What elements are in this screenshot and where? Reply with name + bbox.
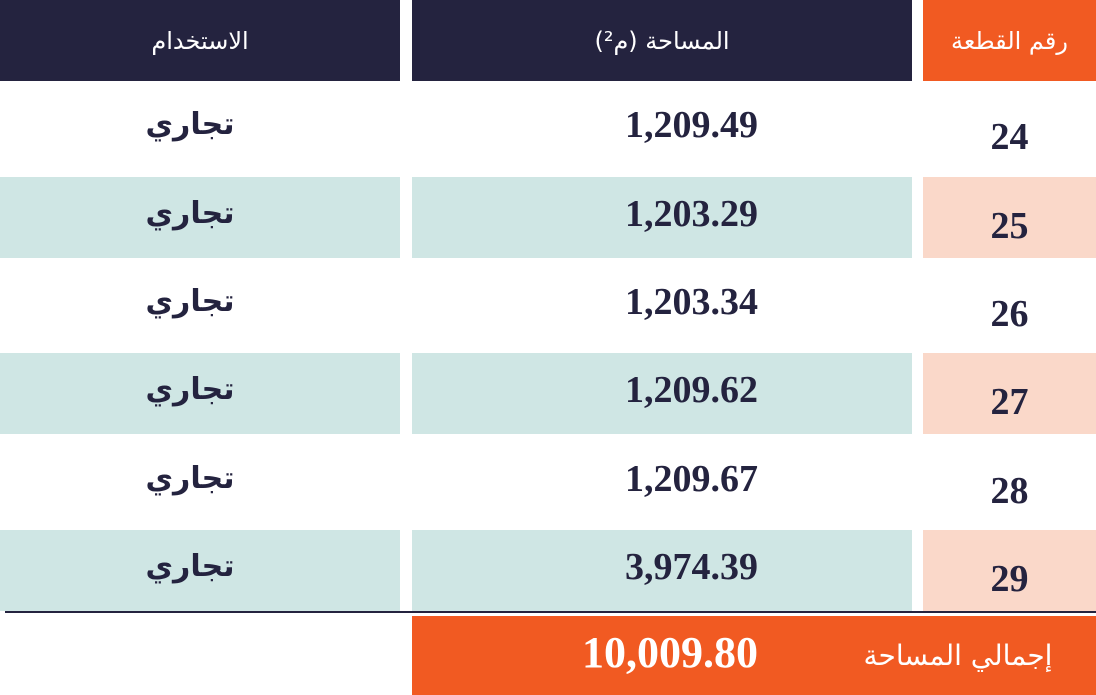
plot-cell-text: 29 <box>990 557 1029 600</box>
use-cell: تجاري <box>0 177 400 258</box>
area-cell-text: 1,209.49 <box>625 103 758 146</box>
area-cell-text: 1,209.67 <box>625 457 758 500</box>
use-cell: تجاري <box>0 265 400 346</box>
use-cell-text: تجاري <box>145 549 235 584</box>
use-cell: تجاري <box>0 88 400 169</box>
plot-cell-text: 25 <box>990 204 1029 247</box>
area-cell-text: 1,203.29 <box>625 192 758 235</box>
area-cell: 1,203.29 <box>412 177 912 258</box>
plot-cell-text: 27 <box>990 380 1029 423</box>
area-cell-text: 1,209.62 <box>625 368 758 411</box>
total-value: 10,009.80 <box>412 616 812 695</box>
plot-cell: 25 <box>923 177 1096 258</box>
area-cell: 1,203.34 <box>412 265 912 346</box>
total-bg <box>412 616 1096 695</box>
use-cell: تجاري <box>0 530 400 611</box>
header-cell-text: رقم القطعة <box>951 26 1068 55</box>
use-cell-text: تجاري <box>145 107 235 142</box>
plot-cell: 24 <box>923 88 1096 169</box>
area-cell: 1,209.49 <box>412 88 912 169</box>
plot-cell: 26 <box>923 265 1096 346</box>
header-cell-text: الاستخدام <box>151 26 249 55</box>
use-cell: تجاري <box>0 353 400 434</box>
area-cell: 3,974.39 <box>412 530 912 611</box>
divider <box>5 611 1096 613</box>
header-cell: رقم القطعة <box>923 0 1096 81</box>
use-cell-text: تجاري <box>145 461 235 496</box>
plot-cell-text: 26 <box>990 292 1029 335</box>
use-cell-text: تجاري <box>145 284 235 319</box>
total-label: إجمالي المساحة <box>820 616 1096 695</box>
header-cell: الاستخدام <box>0 0 400 81</box>
header-cell-text: المساحة (م²) <box>594 26 730 55</box>
total-label-text: إجمالي المساحة <box>863 639 1053 672</box>
plot-cell: 27 <box>923 353 1096 434</box>
header-cell: المساحة (م²) <box>412 0 912 81</box>
area-cell-text: 1,203.34 <box>625 280 758 323</box>
area-cell-text: 3,974.39 <box>625 545 758 588</box>
use-cell: تجاري <box>0 442 400 523</box>
area-cell: 1,209.62 <box>412 353 912 434</box>
area-cell: 1,209.67 <box>412 442 912 523</box>
plot-cell-text: 28 <box>990 469 1029 512</box>
use-cell-text: تجاري <box>145 372 235 407</box>
plot-cell: 29 <box>923 530 1096 611</box>
plot-cell-text: 24 <box>990 115 1029 158</box>
plot-cell: 28 <box>923 442 1096 523</box>
total-value-text: 10,009.80 <box>582 628 758 677</box>
use-cell-text: تجاري <box>145 196 235 231</box>
